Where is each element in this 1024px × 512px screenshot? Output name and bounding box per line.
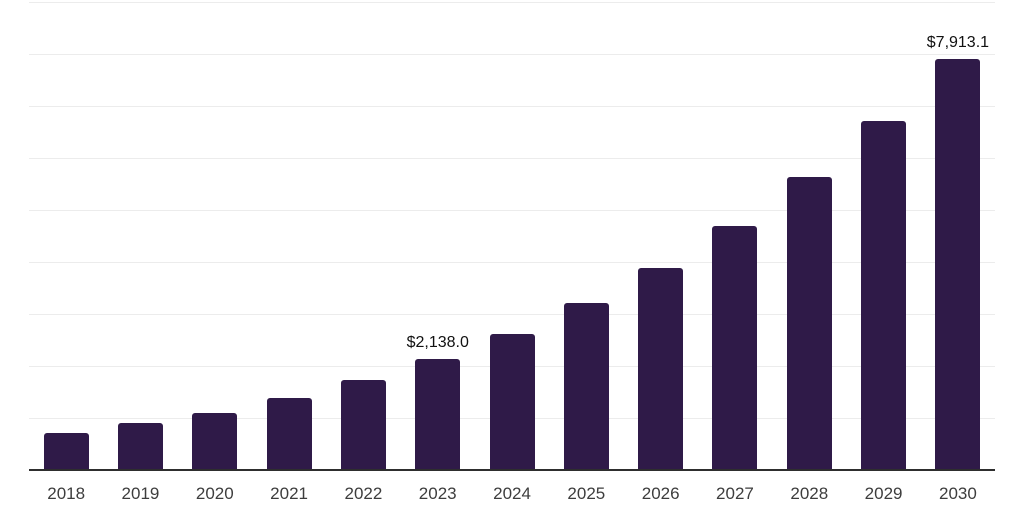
gridline [29, 314, 995, 315]
x-tick-2027: 2027 [716, 484, 754, 503]
bar-2018 [43, 433, 89, 470]
gridline [29, 210, 995, 211]
x-tick-2022: 2022 [344, 484, 383, 503]
bar-slot-2028 [772, 2, 846, 470]
bar-slot-2022 [326, 2, 400, 470]
bar-2022 [340, 380, 386, 470]
bar-slot-2029 [846, 2, 920, 470]
bar-2029 [861, 121, 907, 470]
bar-slot-2019 [103, 2, 177, 470]
bar-value-label-2023: $2,138.0 [406, 334, 469, 351]
gridline [29, 262, 995, 263]
x-tick-2024: 2024 [493, 484, 531, 503]
bar-2025 [563, 303, 609, 470]
x-tick-2030: 2030 [938, 484, 977, 503]
x-tick-2023: 2023 [418, 484, 457, 503]
x-tick-2019: 2019 [121, 484, 160, 503]
x-tick-2021: 2021 [270, 484, 308, 503]
bar-2021 [266, 398, 312, 470]
bar-value-label-2030: $7,913.1 [926, 34, 990, 51]
bar-2027 [712, 226, 758, 470]
bar-2030 [935, 59, 981, 470]
bar-2019 [117, 423, 163, 470]
x-tick-2018: 2018 [47, 484, 86, 503]
bar-slot-2021 [252, 2, 326, 470]
gridline [29, 54, 995, 55]
plot-area: $2,138.0 $7,913.1 [29, 2, 995, 470]
bar-2023 [415, 359, 461, 470]
bar-slot-2025 [549, 2, 623, 470]
bars-container: $2,138.0 $7,913.1 [29, 2, 995, 470]
x-axis-line [29, 469, 995, 471]
bar-slot-2026 [624, 2, 698, 470]
x-tick-2029: 2029 [864, 484, 903, 503]
x-tick-2025: 2025 [567, 484, 606, 503]
bar-slot-2024 [475, 2, 549, 470]
bar-slot-2030: $7,913.1 [921, 2, 995, 470]
x-axis-labels: 2018 2019 2020 2021 2022 2023 2024 2025 2026 2027… [29, 482, 995, 506]
bar-slot-2020 [178, 2, 252, 470]
x-tick-2020: 2020 [195, 484, 234, 503]
bar-slot-2023: $2,138.0 [401, 2, 475, 470]
bar-slot-2027 [698, 2, 772, 470]
gridline [29, 158, 995, 159]
x-tick-2028: 2028 [790, 484, 829, 503]
bar-2024 [489, 334, 535, 470]
gridline [29, 106, 995, 107]
x-tick-2026: 2026 [641, 484, 680, 503]
bar-2020 [192, 413, 238, 470]
bar-2026 [638, 268, 684, 470]
gridline [29, 2, 995, 3]
bar-2028 [786, 177, 832, 470]
bar-slot-2018 [29, 2, 103, 470]
